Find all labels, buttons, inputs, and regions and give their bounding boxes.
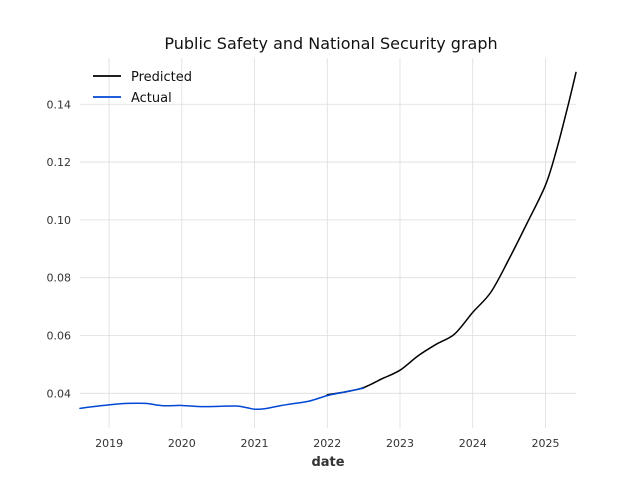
y-tick-label: 0.08 xyxy=(47,272,72,285)
x-tick-label: 2024 xyxy=(459,437,487,450)
y-tick-label: 0.14 xyxy=(47,98,72,111)
series-line-actual xyxy=(79,387,365,411)
x-tick-label: 2020 xyxy=(168,437,196,450)
legend-label-predicted: Predicted xyxy=(131,70,192,85)
x-tick-label: 2021 xyxy=(241,437,269,450)
y-tick-label: 0.06 xyxy=(47,330,72,343)
legend: Predicted Actual xyxy=(93,70,192,106)
series-layer xyxy=(79,71,577,411)
y-tick-label: 0.10 xyxy=(47,214,72,227)
series-line-predicted xyxy=(326,71,577,396)
legend-label-actual: Actual xyxy=(131,91,172,106)
tick-label-layer: 2019 2020 2021 2022 2023 2024 2025 0.04 0.06 0.08… xyxy=(47,98,560,450)
x-axis-label: date xyxy=(311,455,344,470)
grid-layer xyxy=(80,58,576,428)
x-tick-label: 2023 xyxy=(386,437,414,450)
y-tick-label: 0.12 xyxy=(47,156,72,169)
chart-title: Public Safety and National Security grap… xyxy=(164,34,497,53)
y-tick-label: 0.04 xyxy=(47,387,72,400)
x-tick-label: 2025 xyxy=(531,437,559,450)
x-tick-label: 2022 xyxy=(313,437,341,450)
x-tick-label: 2019 xyxy=(95,437,123,450)
